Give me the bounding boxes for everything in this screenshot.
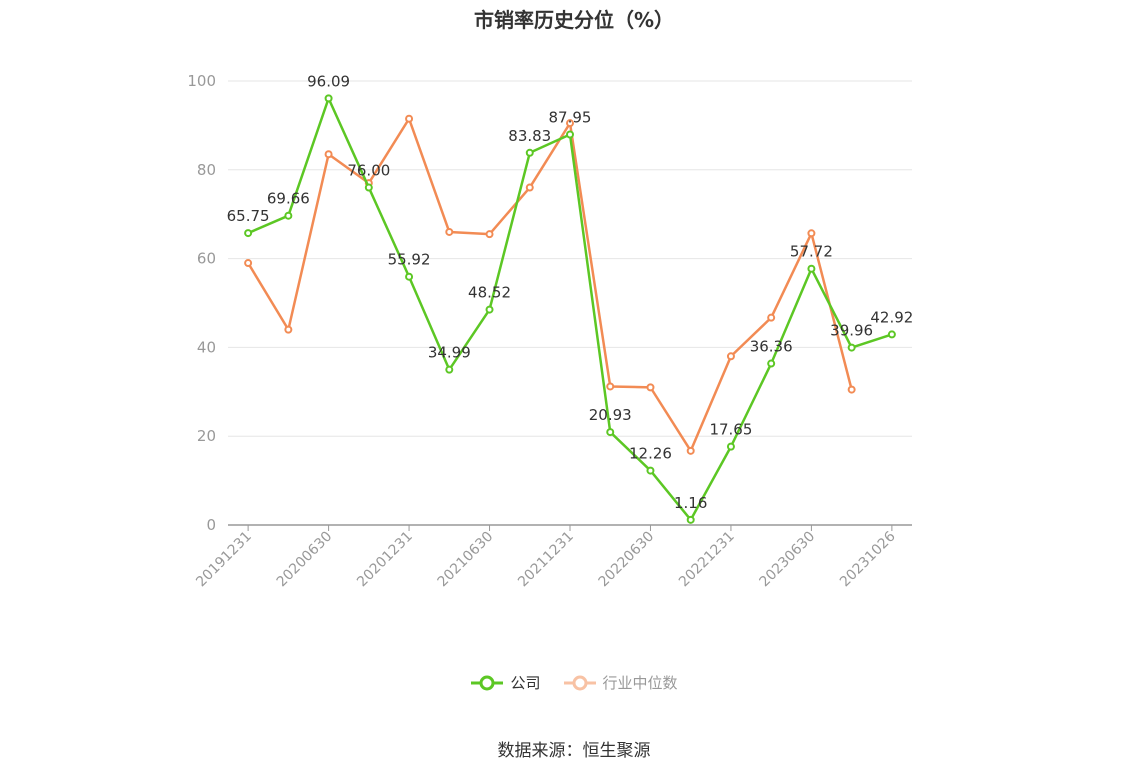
data-label: 96.09 (307, 72, 350, 90)
x-tick-label: 20220630 (596, 529, 658, 591)
data-point (566, 119, 574, 128)
data-source: 数据来源：恒生聚源 (497, 741, 651, 761)
y-tick-label: 0 (206, 516, 216, 534)
legend-item-industry[interactable]: 行业中位数 (563, 672, 678, 693)
data-point (646, 466, 655, 475)
data-point (566, 130, 574, 139)
legend-item-company[interactable]: 公司 (470, 672, 541, 693)
line-chart: 0 20 40 60 80 100 20191231 20200630 20201231 202… (187, 72, 914, 591)
data-point (525, 148, 534, 157)
data-point (606, 428, 615, 437)
data-label: 20.93 (589, 406, 632, 424)
data-label: 36.36 (750, 338, 793, 356)
data-point (525, 183, 534, 192)
data-point (324, 150, 333, 159)
y-tick-label: 80 (197, 161, 216, 179)
series-lines (244, 94, 896, 524)
data-point (405, 114, 414, 123)
data-point (807, 229, 816, 238)
data-point (686, 446, 695, 455)
data-label: 34.99 (428, 344, 471, 362)
data-point (485, 230, 494, 239)
data-label: 65.75 (227, 207, 270, 225)
data-label: 87.95 (549, 109, 592, 127)
data-label: 76.00 (347, 162, 390, 180)
data-label: 55.92 (388, 251, 431, 269)
x-tick-label: 20200630 (274, 529, 336, 591)
data-label: 17.65 (709, 421, 752, 439)
y-axis-ticks: 0 20 40 60 80 100 (187, 72, 216, 534)
data-point (324, 94, 333, 103)
x-axis: 20191231 20200630 20201231 20210630 20211231… (193, 524, 912, 591)
y-tick-label: 100 (187, 72, 216, 90)
data-point (646, 383, 655, 392)
x-tick-label: 20230630 (757, 529, 819, 591)
data-point (767, 359, 776, 368)
series-line (247, 117, 853, 453)
data-label: 1.16 (674, 494, 707, 512)
data-point (726, 442, 735, 451)
data-label: 39.96 (830, 322, 873, 340)
data-point (847, 343, 856, 352)
x-tick-label: 20210630 (435, 529, 497, 591)
data-point (887, 330, 896, 339)
chart-title: 市销率历史分位（%） (473, 8, 675, 32)
data-label: 48.52 (468, 284, 511, 302)
data-point (445, 365, 454, 374)
data-point (485, 305, 494, 314)
legend-label-company: 公司 (510, 674, 541, 692)
legend-line-icon-industry (563, 675, 596, 690)
data-point (405, 272, 414, 281)
data-point (244, 229, 253, 238)
x-tick-label: 20221231 (676, 529, 738, 591)
data-point (284, 325, 293, 334)
x-tick-label: 20191231 (193, 529, 255, 591)
data-point (606, 382, 615, 391)
y-tick-label: 40 (197, 338, 216, 356)
x-tick-label: 20211231 (515, 529, 577, 591)
data-point (807, 264, 816, 273)
data-label: 69.66 (267, 190, 310, 208)
legend: 公司 行业中位数 (0, 672, 1148, 693)
data-label: 57.72 (790, 243, 833, 261)
legend-line-icon-company (471, 675, 504, 690)
x-tick-label: 20201231 (354, 529, 416, 591)
data-point (726, 352, 735, 361)
data-label: 83.83 (508, 127, 551, 145)
series-line (247, 97, 893, 522)
data-point (364, 183, 373, 192)
y-tick-label: 60 (197, 250, 216, 268)
data-label: 12.26 (629, 445, 672, 463)
data-point (284, 211, 293, 220)
data-point (767, 313, 776, 322)
y-tick-label: 20 (197, 427, 216, 445)
data-point (847, 385, 856, 394)
legend-label-industry: 行业中位数 (602, 674, 678, 692)
data-label: 42.92 (870, 308, 913, 326)
data-point (686, 515, 695, 524)
data-point (244, 259, 253, 268)
x-tick-label: 20231026 (837, 528, 899, 590)
data-point (445, 227, 454, 236)
